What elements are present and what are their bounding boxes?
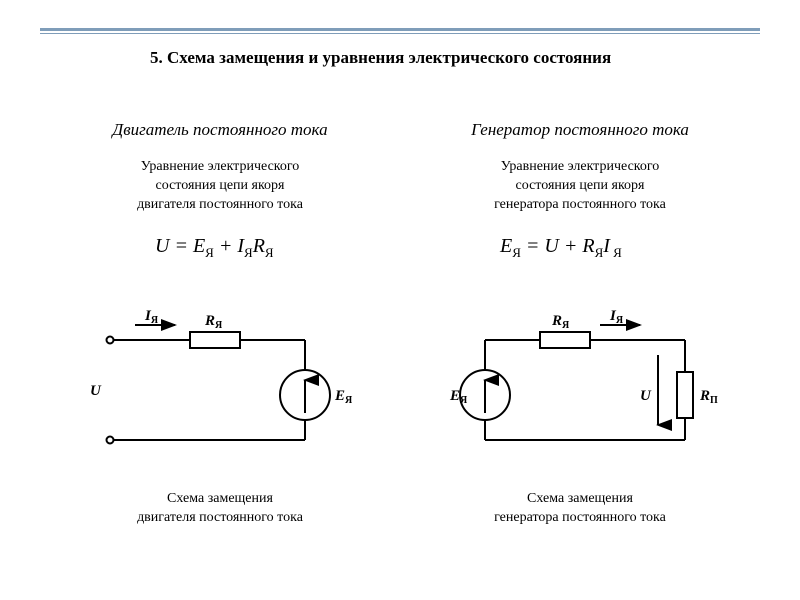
motor-subhead: Уравнение электрического состояния цепи … [90, 158, 350, 215]
eq-plus: + [214, 235, 238, 257]
eq-I-sub: Я [244, 245, 253, 260]
eq2-E: E [500, 235, 512, 257]
svg-text:IЯ: IЯ [144, 308, 159, 326]
eq2-E-sub: Я [512, 245, 521, 260]
motor-sub-line3: двигателя постоянного тока [137, 197, 303, 212]
motor-equation: U = EЯ + IЯRЯ [155, 235, 274, 261]
generator-circuit: RЯ IЯ EЯ U RП [430, 300, 750, 480]
eq2-R-sub: Я [595, 245, 604, 260]
eq-eq: = [169, 235, 193, 257]
generator-equation: EЯ = U + RЯI Я [500, 235, 622, 261]
generator-subhead: Уравнение электрического состояния цепи … [440, 158, 720, 215]
gen-sub-line1: Уравнение электрического [501, 159, 660, 174]
svg-text:EЯ: EЯ [334, 388, 353, 406]
svg-text:U: U [90, 383, 102, 399]
gen-cap-l1: Схема замещения [527, 491, 633, 506]
gen-cap-l2: генератора постоянного тока [494, 510, 666, 525]
eq-U: U [155, 235, 169, 257]
header-rule-thick [40, 28, 760, 31]
svg-text:RЯ: RЯ [204, 313, 223, 331]
eq-R-sub: Я [265, 245, 274, 260]
motor-heading: Двигатель постоянного тока [60, 120, 380, 140]
header-rule-thin [40, 33, 760, 34]
eq-E: E [193, 235, 205, 257]
svg-text:IЯ: IЯ [609, 308, 624, 326]
generator-caption: Схема замещения генератора постоянного т… [440, 490, 720, 528]
svg-text:RЯ: RЯ [551, 313, 570, 331]
svg-text:U: U [640, 388, 652, 404]
header-rule [40, 28, 760, 32]
eq2-R: R [582, 235, 594, 257]
motor-caption: Схема замещения двигателя постоянного то… [90, 490, 350, 528]
page-title: 5. Схема замещения и уравнения электриче… [150, 48, 710, 68]
motor-sub-line1: Уравнение электрического [141, 159, 300, 174]
eq2-U: U [544, 235, 558, 257]
svg-text:RП: RП [699, 388, 718, 406]
motor-sub-line2: состояния цепи якоря [156, 178, 285, 193]
motor-cap-l2: двигателя постоянного тока [137, 510, 303, 525]
eq2-I-sub: Я [610, 245, 622, 260]
motor-circuit: IЯ RЯ EЯ U [80, 300, 380, 480]
eq2-eq: = [521, 235, 545, 257]
eq2-plus: + [559, 235, 583, 257]
eq-E-sub: Я [205, 245, 214, 260]
generator-heading: Генератор постоянного тока [410, 120, 750, 140]
gen-sub-line2: состояния цепи якоря [516, 178, 645, 193]
gen-sub-line3: генератора постоянного тока [494, 197, 666, 212]
eq-I: I [237, 235, 244, 257]
motor-cap-l1: Схема замещения [167, 491, 273, 506]
eq-R: R [253, 235, 265, 257]
eq2-I: I [603, 235, 610, 257]
